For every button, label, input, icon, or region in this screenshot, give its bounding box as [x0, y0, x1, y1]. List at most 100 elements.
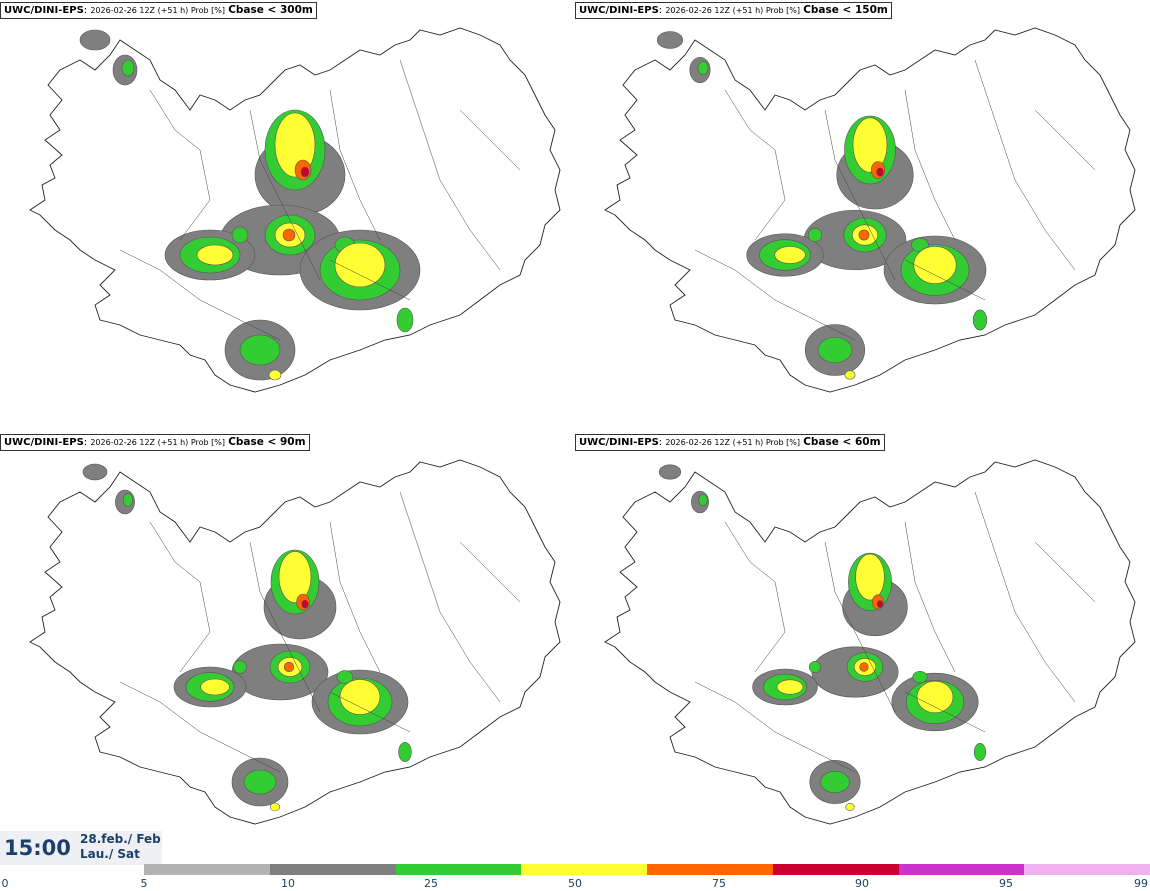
colorbar-tick: 25	[424, 877, 438, 890]
model-name: UWC/DINI-EPS	[4, 5, 84, 16]
probability-area	[876, 600, 884, 608]
iceland-probability-map	[604, 459, 1136, 825]
model-name: UWC/DINI-EPS	[579, 5, 659, 16]
region-boundary	[249, 541, 321, 713]
region-boundary	[904, 259, 986, 301]
region-boundary	[149, 89, 211, 241]
probability-area	[334, 242, 386, 288]
probability-area	[858, 229, 870, 241]
region-boundary	[329, 259, 411, 301]
probability-area	[807, 227, 823, 243]
valid-time-box: 15:00 28.feb./ Feb Lau./ Sat	[0, 831, 162, 865]
region-boundary	[399, 491, 501, 703]
probability-area	[913, 246, 957, 285]
map-panel-60m: UWC/DINI-EPS: 2026-02-26 12Z (+51 h) Pro…	[575, 432, 1150, 864]
colorbar-segment	[269, 864, 396, 875]
probability-area	[859, 662, 869, 672]
panel-title: UWC/DINI-EPS: 2026-02-26 12Z (+51 h) Pro…	[0, 2, 317, 19]
map-panel-300m: UWC/DINI-EPS: 2026-02-26 12Z (+51 h) Pro…	[0, 0, 575, 432]
probability-area	[121, 59, 135, 77]
region-boundary	[694, 249, 856, 341]
valid-time: 15:00	[4, 836, 71, 860]
region-boundary	[329, 691, 411, 733]
threshold-label: Cbase < 150m	[803, 4, 888, 16]
region-boundary	[1034, 109, 1096, 171]
probability-area	[268, 369, 282, 381]
region-boundary	[459, 109, 521, 171]
region-boundary	[329, 521, 381, 673]
valid-date: 28.feb./ Feb	[80, 832, 161, 846]
probability-colorbar	[144, 864, 1150, 875]
run-meta: 2026-02-26 12Z (+51 h) Prob [%]	[665, 438, 801, 447]
probability-area	[656, 31, 684, 49]
coastline	[604, 27, 1136, 393]
colorbar-tick: 5	[140, 877, 148, 890]
colorbar-tick: 10	[281, 877, 295, 890]
probability-area	[336, 670, 354, 684]
probability-area	[122, 493, 134, 507]
region-boundary	[724, 89, 786, 241]
probability-area	[231, 226, 249, 244]
probability-area	[774, 246, 806, 264]
probability-area	[196, 244, 234, 266]
coastline	[29, 459, 561, 825]
run-meta: 2026-02-26 12Z (+51 h) Prob [%]	[90, 6, 226, 15]
probability-area	[820, 770, 850, 794]
probability-area	[269, 802, 281, 812]
probability-area	[79, 29, 111, 51]
region-boundary	[149, 521, 211, 673]
probability-area	[658, 464, 682, 480]
probability-area	[698, 493, 708, 507]
probability-area	[912, 670, 928, 684]
model-name: UWC/DINI-EPS	[579, 437, 659, 448]
region-boundary	[694, 681, 856, 773]
region-boundary	[974, 491, 1076, 703]
coastline	[29, 27, 561, 393]
probability-area	[82, 463, 108, 481]
probability-area	[972, 309, 988, 331]
probability-area	[283, 661, 295, 673]
colorbar-segment	[395, 864, 522, 875]
probability-area	[916, 680, 954, 714]
region-boundary	[904, 521, 956, 673]
iceland-probability-map	[29, 459, 561, 825]
region-boundary	[329, 89, 381, 241]
map-panel-90m: UWC/DINI-EPS: 2026-02-26 12Z (+51 h) Pro…	[0, 432, 575, 864]
probability-area	[282, 228, 296, 242]
probability-area	[844, 370, 856, 380]
region-boundary	[824, 109, 896, 281]
coastline	[604, 459, 1136, 825]
region-boundary	[119, 681, 281, 773]
iceland-probability-map	[604, 27, 1136, 393]
run-meta: 2026-02-26 12Z (+51 h) Prob [%]	[90, 438, 226, 447]
probability-area	[300, 166, 310, 178]
colorbar-segment	[1024, 864, 1150, 875]
probability-area	[200, 678, 230, 696]
iceland-probability-map	[29, 27, 561, 393]
region-boundary	[399, 59, 501, 271]
colorbar-tick: 0	[1, 877, 9, 890]
region-boundary	[1034, 541, 1096, 603]
probability-area	[817, 336, 853, 364]
probability-area	[339, 679, 381, 715]
probability-area	[301, 599, 309, 609]
probability-area	[973, 743, 987, 761]
colorbar-segment	[772, 864, 899, 875]
region-boundary	[904, 89, 956, 241]
probability-area	[808, 660, 822, 674]
probability-area	[239, 334, 281, 366]
probability-area	[233, 660, 247, 674]
map-panel-150m: UWC/DINI-EPS: 2026-02-26 12Z (+51 h) Pro…	[575, 0, 1150, 432]
colorbar-tick: 90	[855, 877, 869, 890]
panel-title: UWC/DINI-EPS: 2026-02-26 12Z (+51 h) Pro…	[575, 2, 892, 19]
threshold-label: Cbase < 90m	[228, 436, 306, 448]
panel-title: UWC/DINI-EPS: 2026-02-26 12Z (+51 h) Pro…	[0, 434, 310, 451]
valid-weekday: Lau./ Sat	[80, 847, 140, 861]
probability-area	[776, 679, 804, 695]
region-boundary	[724, 521, 786, 673]
probability-area	[396, 307, 414, 333]
colorbar-segment	[898, 864, 1025, 875]
run-meta: 2026-02-26 12Z (+51 h) Prob [%]	[665, 6, 801, 15]
colorbar-tick: 75	[712, 877, 726, 890]
colorbar-tick: 99	[1134, 877, 1148, 890]
